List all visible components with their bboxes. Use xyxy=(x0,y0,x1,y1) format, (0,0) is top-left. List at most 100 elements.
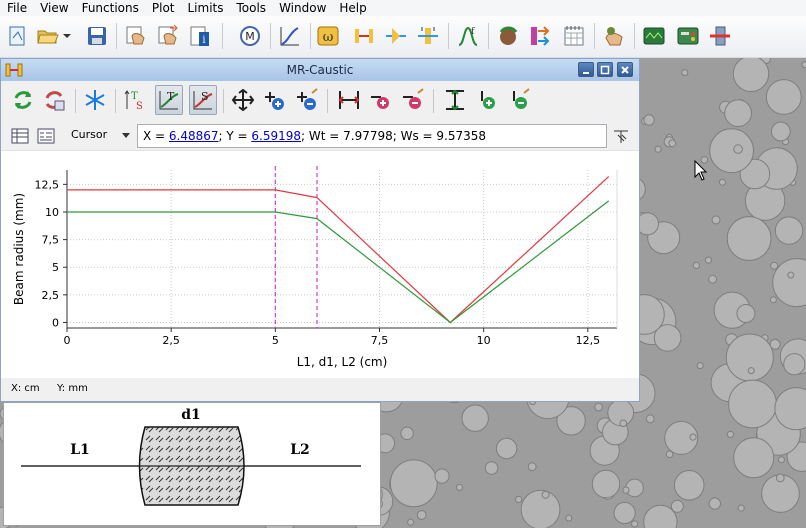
bubble xyxy=(668,139,677,148)
bubble xyxy=(733,144,743,154)
fit-x-button[interactable] xyxy=(335,85,363,115)
resonator-icon xyxy=(355,29,373,43)
info-button[interactable]: i xyxy=(186,21,214,51)
t-plane-icon: T xyxy=(159,90,179,110)
cursor-mode-select[interactable]: Cursor xyxy=(71,128,108,141)
zoom-out-y-button[interactable] xyxy=(505,85,533,115)
refresh-settings-button[interactable] xyxy=(41,85,69,115)
zoom-out-x-button[interactable] xyxy=(399,85,427,115)
device-button[interactable] xyxy=(674,21,702,51)
zoom-in-both-button[interactable] xyxy=(261,85,289,115)
minimize-button[interactable] xyxy=(578,62,594,77)
grating-button[interactable] xyxy=(414,21,442,51)
oscilloscope-button[interactable] xyxy=(640,21,668,51)
close-button[interactable] xyxy=(617,62,633,77)
svg-text:i: i xyxy=(202,35,205,46)
export-button[interactable] xyxy=(154,21,182,51)
toolbar-separator xyxy=(115,89,116,113)
status-bar: X: cm Y: mm xyxy=(1,378,639,401)
open-button[interactable] xyxy=(34,21,62,51)
refresh-button[interactable] xyxy=(9,85,37,115)
plugin-button[interactable] xyxy=(600,21,628,51)
bubble xyxy=(541,490,550,499)
pin-cursor-icon[interactable] xyxy=(612,127,630,145)
zoom-in-y-button[interactable] xyxy=(473,85,501,115)
freeze-button[interactable] xyxy=(81,85,109,115)
hand-gear-icon xyxy=(605,27,623,46)
window-titlebar[interactable]: MR-Caustic xyxy=(1,59,639,81)
toolbar-separator xyxy=(448,23,449,49)
beam-button[interactable] xyxy=(382,21,410,51)
bubble xyxy=(774,216,804,245)
resonator-button[interactable] xyxy=(350,21,378,51)
bubble xyxy=(696,362,704,370)
menu-help[interactable]: Help xyxy=(339,1,367,15)
bubble xyxy=(736,304,756,323)
svg-text:M: M xyxy=(245,30,255,43)
bubble xyxy=(692,261,700,269)
laser-button[interactable] xyxy=(706,21,734,51)
cursor-x-link[interactable]: 6.48867 xyxy=(168,129,219,143)
fit-y-button[interactable] xyxy=(441,85,469,115)
zoom-out-both-button[interactable] xyxy=(293,85,321,115)
menu-tools[interactable]: Tools xyxy=(236,1,267,15)
hand-arrow-icon xyxy=(158,24,178,45)
bubble xyxy=(708,274,717,284)
edit-button[interactable] xyxy=(122,21,150,51)
menu-file[interactable]: File xyxy=(7,1,28,15)
cursor-y-link[interactable]: 6.59198 xyxy=(251,129,302,143)
caustic-plot[interactable]: 0 2,5 5 7,5 10 12,5 0 2,5 5 7,5 10 12,5 L1, d1, L2 … xyxy=(1,152,639,378)
show-s-button[interactable]: S xyxy=(189,85,217,115)
calendar-button[interactable] xyxy=(560,21,588,51)
toolbar-separator xyxy=(433,89,434,113)
bubble xyxy=(711,215,721,225)
toolbar-separator xyxy=(310,23,311,49)
bubble xyxy=(631,520,639,528)
menu-functions[interactable]: Functions xyxy=(81,1,139,15)
zoom-in-x-button[interactable] xyxy=(367,85,395,115)
save-button[interactable] xyxy=(83,21,111,51)
caustic-button[interactable] xyxy=(276,21,304,51)
menu-view[interactable]: View xyxy=(40,1,69,15)
bubble xyxy=(718,178,726,186)
bubble xyxy=(520,489,561,528)
bubble xyxy=(725,333,774,382)
menu-bar: File View Functions Plot Limits Tools Wi… xyxy=(0,0,806,16)
x-tick-label: 12,5 xyxy=(576,334,601,347)
bubble xyxy=(591,469,621,499)
bubble xyxy=(673,470,705,501)
bubble xyxy=(770,261,779,270)
caustic-chart[interactable]: 0 2,5 5 7,5 10 12,5 0 2,5 5 7,5 10 12,5 L1, d1, L2 … xyxy=(1,152,639,378)
fit-both-button[interactable] xyxy=(229,85,257,115)
show-t-button[interactable]: T xyxy=(155,85,183,115)
svg-text:T: T xyxy=(131,91,138,102)
function-button[interactable]: f xyxy=(454,21,482,51)
rotate-button[interactable] xyxy=(494,21,522,51)
bubble xyxy=(643,504,678,528)
open-dropdown-button[interactable] xyxy=(60,21,74,51)
arrows-button[interactable] xyxy=(526,21,554,51)
menu-limits[interactable]: Limits xyxy=(187,1,224,15)
bubble xyxy=(801,61,806,69)
zoom-in-y-icon xyxy=(481,91,495,109)
x-axis-label: L1, d1, L2 (cm) xyxy=(297,355,388,369)
table-icon[interactable] xyxy=(11,127,29,145)
maximize-button[interactable] xyxy=(597,62,613,77)
menu-plot[interactable]: Plot xyxy=(151,1,175,15)
bubble xyxy=(654,145,662,153)
series-line-tangential xyxy=(67,176,610,324)
bubble xyxy=(728,379,777,429)
menu-window[interactable]: Window xyxy=(279,1,327,15)
frequency-button[interactable]: ω xyxy=(314,21,342,51)
new-document-button[interactable] xyxy=(4,21,32,51)
summary-icon[interactable] xyxy=(37,127,55,145)
y-axis-label: Beam radius (mm) xyxy=(12,193,26,305)
material-button[interactable]: M xyxy=(236,21,264,51)
bubble xyxy=(769,338,781,350)
app-icon xyxy=(5,63,23,77)
bubble xyxy=(681,69,689,77)
bubble xyxy=(700,156,709,164)
bubble xyxy=(774,387,806,431)
chevron-down-icon[interactable] xyxy=(122,133,130,138)
